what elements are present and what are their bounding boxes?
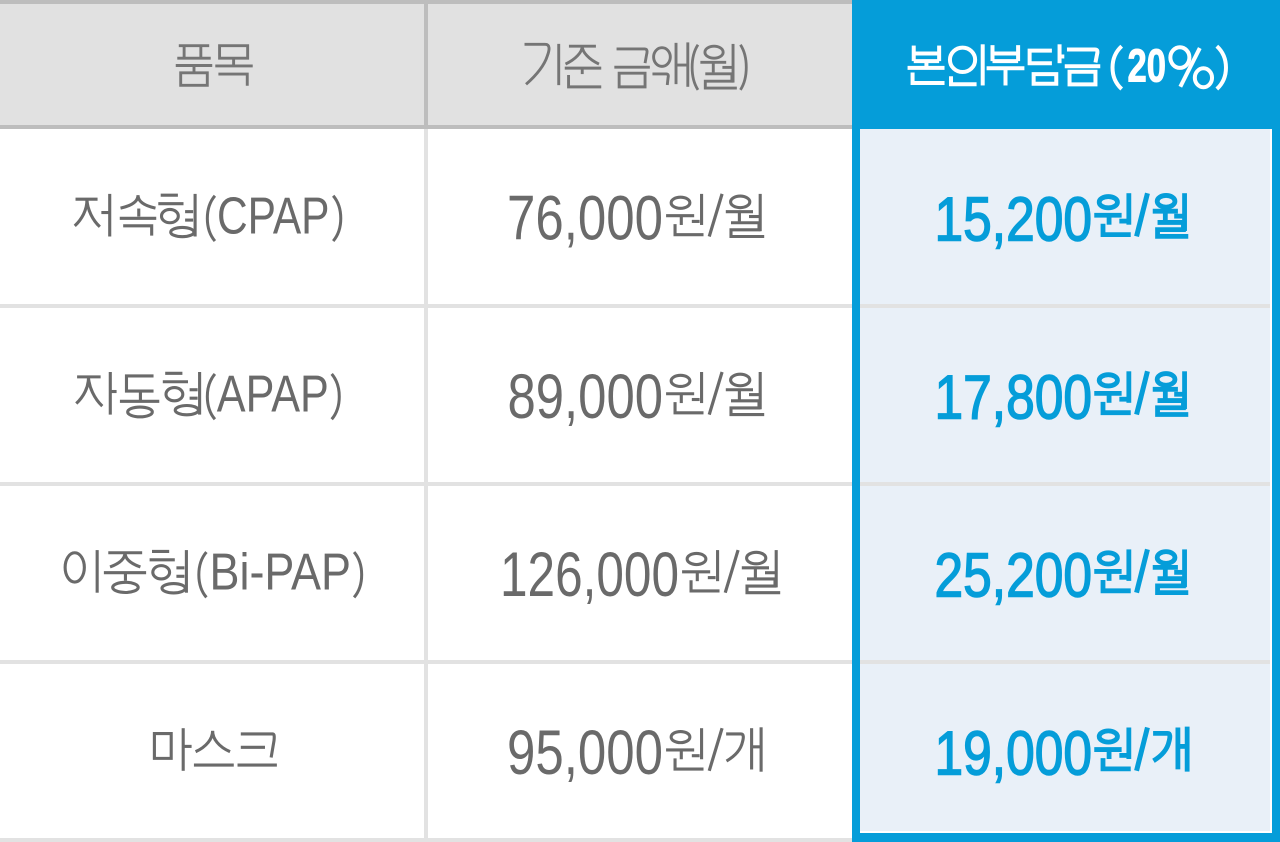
svg-text:Bi-PAP: Bi-PAP	[210, 543, 352, 601]
svg-text:89,000: 89,000	[508, 362, 664, 432]
svg-text:126,000: 126,000	[500, 540, 679, 610]
svg-text:19,000: 19,000	[935, 720, 1093, 789]
svg-text:76,000: 76,000	[507, 184, 663, 254]
svg-text:15,200: 15,200	[935, 185, 1093, 254]
svg-text:CPAP: CPAP	[217, 187, 330, 245]
svg-text:17,800: 17,800	[935, 363, 1093, 432]
svg-text:95,000: 95,000	[507, 718, 663, 788]
svg-text:APAP: APAP	[217, 365, 329, 423]
svg-text:25,200: 25,200	[935, 542, 1093, 611]
svg-text:20: 20	[1128, 39, 1167, 91]
